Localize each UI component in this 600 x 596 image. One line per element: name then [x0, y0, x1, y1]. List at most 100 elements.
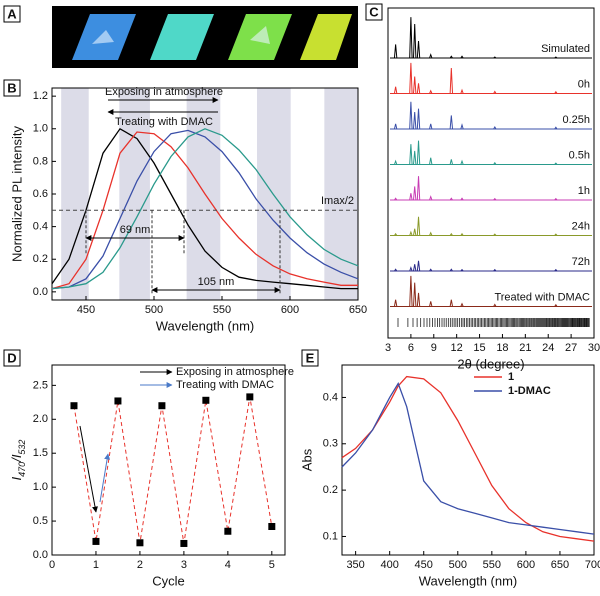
y-tick-label: 0.0 — [33, 286, 48, 298]
peak — [413, 186, 417, 201]
x-tick-label: 450 — [415, 559, 433, 571]
peak — [409, 193, 413, 201]
panel-label-box — [301, 349, 319, 367]
peak — [413, 150, 417, 165]
x-tick-label: 700 — [585, 559, 600, 571]
trace-label: Treated with DMAC — [494, 291, 590, 303]
peak — [554, 56, 558, 59]
peak — [554, 197, 558, 201]
arrow — [99, 453, 111, 503]
x-axis-label: Wavelength (nm) — [419, 573, 518, 588]
legend-label: 1 — [508, 371, 514, 383]
peak — [409, 266, 413, 272]
x-tick-label: 12 — [451, 342, 463, 354]
peak — [449, 268, 453, 272]
peak — [460, 55, 464, 59]
peak — [393, 44, 398, 59]
y-tick-label: 0.2 — [323, 484, 338, 496]
peak — [409, 17, 413, 59]
x-tick-label: 650 — [551, 559, 569, 571]
x-axis-label: 2θ (degree) — [457, 356, 524, 371]
peak — [449, 159, 454, 165]
peak — [409, 275, 413, 307]
x-tick-label: 24 — [542, 342, 554, 354]
point — [158, 402, 166, 410]
x-tick-label: 21 — [519, 342, 531, 354]
annotation: Exposing in atmosphere — [105, 86, 223, 98]
point — [114, 397, 122, 405]
line-series — [341, 375, 595, 542]
peak — [429, 53, 433, 59]
shade-band — [257, 88, 291, 300]
peak — [413, 282, 417, 307]
panel-label: D — [7, 350, 16, 365]
x-tick-label: 2 — [137, 559, 143, 571]
annotation: 69 nm — [120, 224, 151, 236]
panel-label-box — [3, 5, 21, 23]
peak — [554, 268, 558, 272]
x-tick-label: 500 — [449, 559, 467, 571]
trace-label: 1h — [578, 185, 590, 197]
peak — [429, 301, 433, 307]
peak — [429, 195, 433, 201]
peak — [449, 299, 454, 307]
peak — [493, 268, 497, 272]
trace-label: 72h — [572, 256, 590, 268]
peak — [449, 197, 453, 201]
peak — [413, 23, 417, 59]
y-tick-label: 0.4 — [323, 391, 338, 403]
x-tick-label: 27 — [565, 342, 577, 354]
peak — [416, 83, 421, 94]
plot-frame — [387, 7, 595, 339]
point — [70, 402, 78, 410]
peak — [416, 140, 421, 165]
point — [268, 523, 276, 530]
peak — [554, 233, 558, 236]
shade-band — [61, 88, 89, 300]
annotation: 105 nm — [198, 276, 235, 288]
peak — [493, 303, 497, 307]
y-tick-label: 0.2 — [33, 253, 48, 265]
y-axis-label: I470/I532 — [9, 440, 27, 481]
legend-label: Treating with DMAC — [176, 379, 274, 391]
peak — [554, 303, 558, 307]
x-axis-label: Cycle — [152, 573, 185, 588]
trace-label: 0h — [578, 78, 590, 90]
x-tick-label: 600 — [517, 559, 535, 571]
peak — [409, 144, 413, 165]
peak — [416, 176, 421, 201]
annotation: Treating with DMAC — [115, 116, 213, 128]
peak — [429, 123, 433, 130]
peak — [413, 76, 417, 94]
plot-frame — [341, 364, 595, 556]
peak — [416, 292, 421, 307]
plot-frame — [51, 364, 286, 556]
peak — [409, 101, 413, 130]
peak — [554, 126, 558, 130]
point — [180, 539, 188, 547]
x-axis-label: Wavelength (nm) — [156, 318, 255, 333]
y-tick-label: 0.8 — [33, 155, 48, 167]
y-tick-label: 1.5 — [33, 447, 48, 459]
y-tick-label: 0.1 — [323, 530, 338, 542]
peak — [416, 40, 421, 59]
x-tick-label: 650 — [349, 304, 367, 316]
y-label-part: 532 — [17, 440, 27, 455]
shade-band — [119, 88, 150, 300]
line-series — [51, 128, 359, 290]
line-series — [51, 129, 359, 290]
y-tick-label: 1.0 — [33, 481, 48, 493]
peak — [449, 67, 454, 94]
x-tick-label: 400 — [380, 559, 398, 571]
peak — [393, 123, 398, 130]
peak — [493, 161, 497, 165]
x-tick-label: 3 — [385, 342, 391, 354]
peak — [449, 55, 453, 59]
y-axis-label: Normalized PL intensity — [9, 125, 24, 262]
peak — [460, 232, 464, 236]
y-tick-label: 0.4 — [33, 221, 48, 233]
annotation: Imax/2 — [321, 195, 354, 207]
point — [136, 539, 144, 547]
panel-label: E — [306, 350, 315, 365]
